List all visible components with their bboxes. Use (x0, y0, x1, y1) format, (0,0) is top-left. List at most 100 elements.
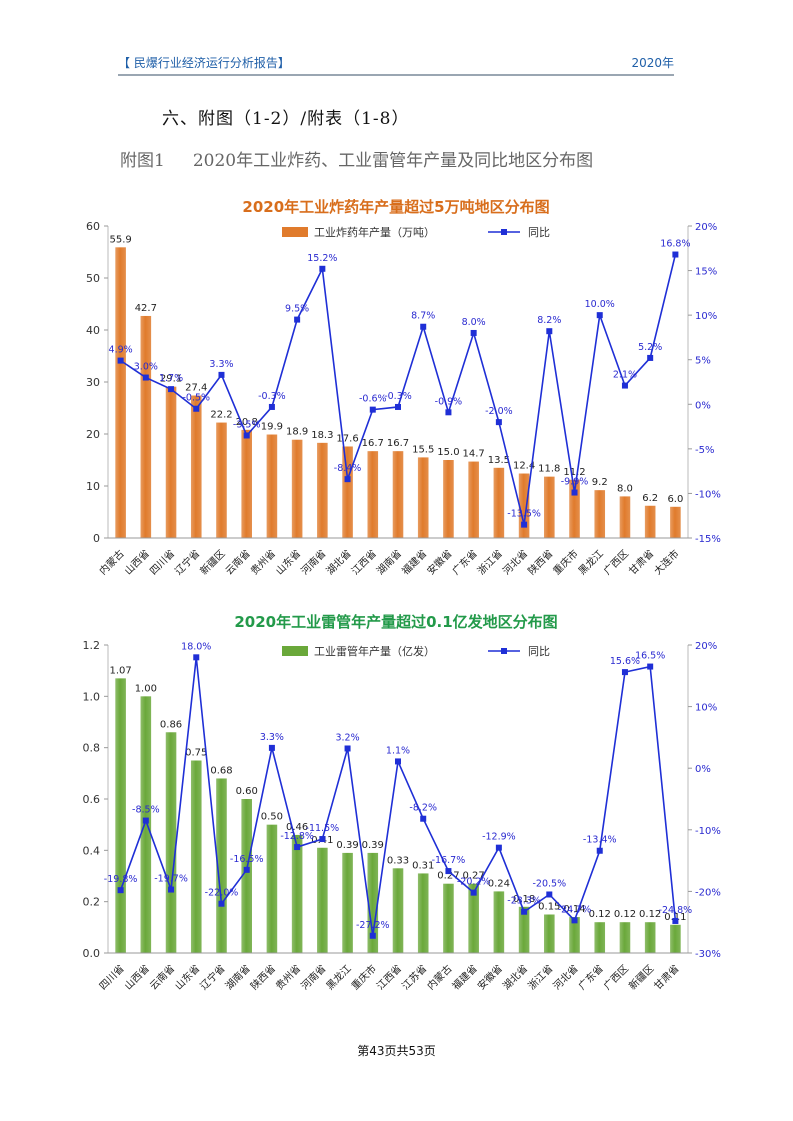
yoy-label: -27.2% (356, 920, 390, 931)
y2-tick-label: 10% (695, 703, 717, 714)
legend-bar-swatch (282, 227, 308, 237)
bar-value-label: 9.2 (592, 477, 608, 488)
bar-value-label: 0.33 (387, 855, 409, 866)
y2-tick-label: -5% (695, 445, 714, 456)
y2-tick-label: 0% (695, 400, 711, 411)
category-label: 贵州省 (273, 962, 303, 992)
legend-bar-swatch (282, 646, 308, 656)
category-label: 广东省 (575, 962, 605, 992)
yoy-point (243, 866, 250, 873)
bar-value-label: 15.5 (412, 444, 434, 455)
category-label: 辽宁省 (197, 962, 227, 992)
bar (493, 467, 505, 538)
bar-value-label: 15.0 (437, 447, 459, 458)
legend-line-marker (501, 229, 507, 235)
bar (291, 834, 303, 953)
bar (216, 422, 227, 538)
category-label: 甘肃省 (626, 547, 656, 577)
bar (367, 451, 379, 538)
bar (241, 429, 252, 538)
yoy-label: -22.0% (205, 888, 239, 899)
yoy-point (672, 251, 679, 258)
yoy-label: -13.5% (507, 509, 541, 520)
y2-tick-label: 20% (695, 222, 717, 233)
bar (367, 852, 379, 953)
y-tick-label: 0.6 (83, 793, 101, 806)
category-label: 甘肃省 (651, 962, 681, 992)
category-label: 内蒙古 (96, 547, 126, 577)
category-label: 陕西省 (248, 962, 278, 992)
yoy-point (268, 403, 275, 410)
legend-bar-label: 工业雷管年产量（亿发） (314, 644, 435, 658)
yoy-label: 1.7% (159, 373, 183, 384)
yoy-point (395, 403, 401, 410)
yoy-point (621, 382, 628, 389)
bar (594, 490, 606, 538)
y-tick-label: 60 (86, 220, 100, 233)
bar-value-label: 8.0 (617, 483, 633, 494)
yoy-point (647, 354, 654, 361)
category-label: 湖北省 (323, 547, 353, 577)
yoy-point (319, 836, 326, 843)
category-label: 重庆市 (550, 547, 580, 577)
bar-value-label: 12.4 (513, 461, 535, 472)
y-tick-label: 1.2 (83, 639, 101, 652)
bar (443, 460, 454, 538)
yoy-label: 5.2% (638, 342, 662, 353)
yoy-label: -24.8% (659, 905, 693, 916)
category-label: 山东省 (273, 547, 303, 577)
yoy-label: -19.8% (104, 874, 138, 885)
yoy-point (369, 932, 376, 939)
yoy-label: 16.8% (660, 239, 690, 250)
bar (518, 473, 530, 538)
yoy-point (117, 887, 124, 894)
yoy-point (571, 917, 578, 924)
yoy-label: -9.9% (561, 477, 589, 488)
bar (190, 760, 202, 953)
yoy-point (445, 868, 452, 875)
bar-value-label: 0.12 (589, 909, 611, 920)
bar (417, 873, 429, 953)
bar-value-label: 0.75 (185, 748, 207, 759)
yoy-point (672, 917, 679, 924)
figure-caption: 附图1 2020年工业炸药、工业雷管年产量及同比地区分布图 (120, 146, 621, 171)
yoy-point (142, 374, 149, 381)
yoy-label: -8.5% (132, 805, 160, 816)
bar-value-label: 0.18 (513, 894, 535, 905)
category-label: 江西省 (374, 962, 404, 992)
category-label: 浙江省 (525, 962, 555, 992)
bar-value-label: 0.14 (563, 904, 585, 915)
y-tick-label: 30 (86, 376, 100, 389)
bar (317, 442, 328, 538)
bar (670, 506, 681, 538)
bar (417, 457, 429, 538)
yoy-point (319, 265, 326, 272)
category-label: 山西省 (122, 962, 152, 992)
category-label: 湖北省 (500, 962, 530, 992)
bar (392, 451, 404, 538)
yoy-label: -16.5% (230, 854, 264, 865)
section-title: 六、附图（1-2）/附表（1-8） (162, 109, 410, 129)
yoy-label: 3.0% (134, 362, 158, 373)
bar (443, 883, 454, 953)
report-year: 2020年 (631, 56, 674, 70)
yoy-point (395, 758, 401, 765)
yoy-point (546, 328, 553, 335)
y-tick-label: 20 (86, 428, 100, 441)
y2-tick-label: 5% (695, 356, 711, 367)
category-label: 广东省 (449, 547, 479, 577)
yoy-label: -23.3% (507, 896, 541, 907)
detonators-chart: 2020年工业雷管年产量超过0.1亿发地区分布图 0.0 0.2 0.4 0.6 0.8 1… (83, 613, 721, 992)
bar (190, 395, 202, 538)
yoy-label: -0.5% (182, 393, 210, 404)
yoy-label: -0.9% (435, 396, 463, 407)
bar-value-label: 0.27 (463, 871, 485, 882)
yoy-point (142, 817, 149, 824)
bar (569, 917, 580, 953)
category-label: 重庆市 (348, 962, 378, 992)
page-footer: 第43页共53页 (357, 1044, 436, 1058)
yoy-label: -0.3% (258, 391, 286, 402)
yoy-label: 10.0% (585, 299, 615, 310)
bar (619, 496, 631, 538)
bar-value-label: 6.2 (642, 493, 658, 504)
